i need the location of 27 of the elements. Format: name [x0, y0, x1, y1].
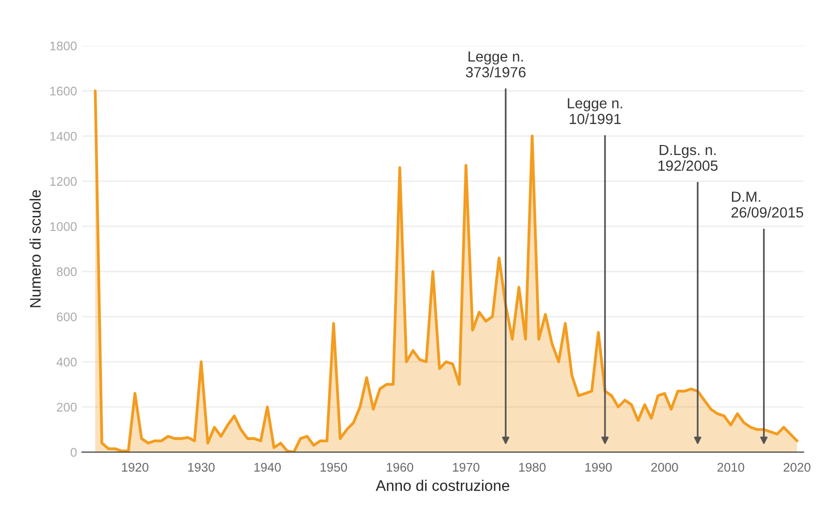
y-tick-label: 1200: [50, 176, 77, 186]
x-tick-label: 1980: [519, 462, 546, 472]
y-tick-label: 1600: [50, 86, 77, 96]
y-tick-label: 200: [56, 402, 77, 412]
x-tick-label: 1920: [122, 462, 148, 472]
x-tick-label: 1930: [188, 462, 215, 472]
y-tick-label: 0: [70, 448, 77, 457]
annotation: Legge n. 373/1976: [466, 51, 526, 78]
x-tick-label: 2020: [784, 462, 810, 472]
annotation: D.M. 26/09/2015: [732, 192, 804, 218]
x-tick-label: 2000: [651, 462, 678, 472]
annotation: Legge n. 10/1991: [568, 98, 622, 124]
x-tick-label: 1950: [320, 462, 347, 472]
y-tick-label: 1400: [50, 132, 77, 141]
x-tick-label: 1940: [254, 462, 281, 472]
y-axis-title: Numero di scuole: [30, 190, 41, 308]
x-tick-label: 1990: [585, 462, 612, 472]
y-tick-label: 600: [56, 312, 77, 322]
y-tick-label: 1000: [50, 222, 77, 231]
x-axis-title: Anno di costruzione: [376, 480, 510, 491]
y-tick-label: 800: [56, 267, 77, 276]
annotation: D.Lgs. n. 192/2005: [658, 144, 718, 171]
y-tick-label: 1800: [50, 42, 77, 50]
x-tick-label: 1960: [386, 462, 414, 472]
x-tick-label: 1970: [453, 462, 480, 472]
y-tick-label: 400: [56, 358, 77, 366]
x-tick-label: 2010: [718, 462, 744, 472]
